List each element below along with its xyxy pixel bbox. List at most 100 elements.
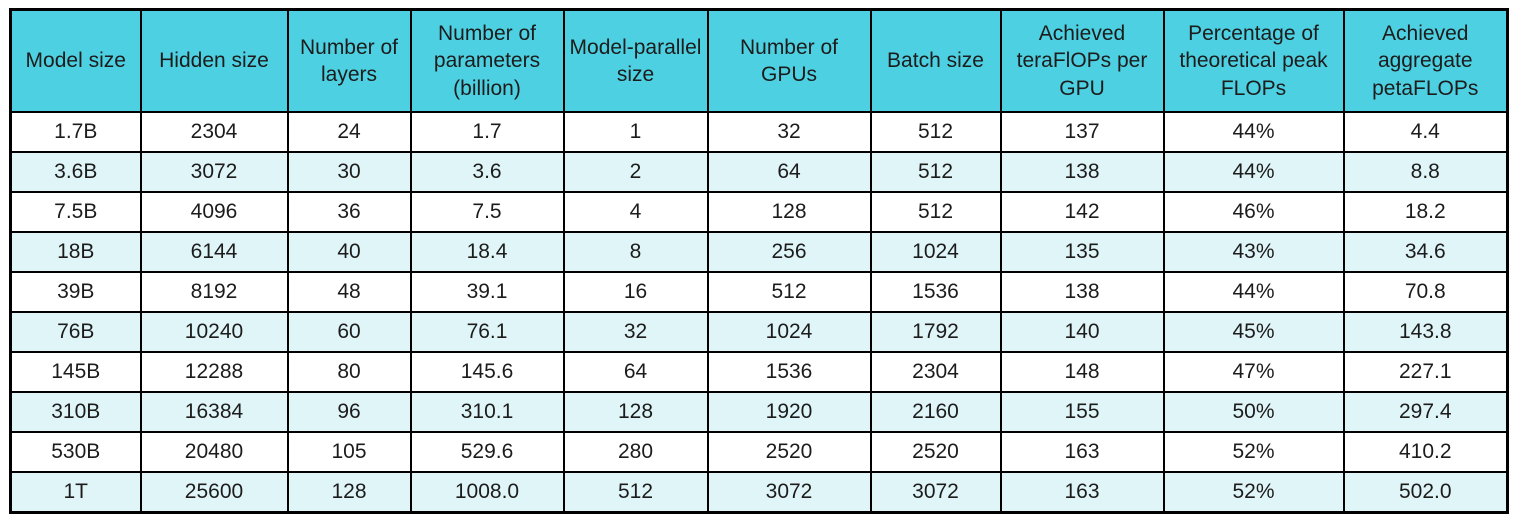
table-cell: 297.4 [1342,391,1509,433]
table-cell: 44% [1162,111,1345,153]
table-cell: 30 [286,151,412,193]
table-cell: 43% [1162,231,1345,273]
table-cell: 310B [9,391,142,433]
table-cell: 3072 [706,471,872,514]
column-header-batch-size: Batch size [869,8,1002,113]
table-cell: 128 [706,191,872,233]
table-row-1t: 1T 25600 128 1008.0 512 3072 3072 163 52% 502.0 [9,471,1509,514]
table-cell: 32 [706,111,872,153]
table-cell: 105 [286,431,412,473]
table-row-39b: 39B 8192 48 39.1 16 512 1536 138 44% 70.8 [9,271,1509,313]
table-row-7-5b: 7.5B 4096 36 7.5 4 128 512 142 46% 18.2 [9,191,1509,233]
table-cell: 3072 [869,471,1002,514]
table-cell: 135 [999,231,1165,273]
table-row-530b: 530B 20480 105 529.6 280 2520 2520 163 52% 410.2 [9,431,1509,473]
table-cell: 2304 [869,351,1002,393]
table-cell: 7.5 [409,191,565,233]
table-cell: 10240 [139,311,289,353]
table-cell: 512 [869,191,1002,233]
table-cell: 163 [999,471,1165,514]
table-cell: 76B [9,311,142,353]
column-header-percentage-of-theoretical-peak-flops: Percentage of theoretical peak FLOPs [1162,8,1345,113]
table-cell: 20480 [139,431,289,473]
table-cell: 12288 [139,351,289,393]
table-cell: 1792 [869,311,1002,353]
table-cell: 2304 [139,111,289,153]
column-header-achieved-teraflops-per-gpu: Achieved teraFlOPs per GPU [999,8,1165,113]
table-cell: 52% [1162,471,1345,514]
column-header-number-of-layers: Number of layers [286,8,412,113]
column-header-model-parallel-size: Model-parallel size [562,8,709,113]
table-cell: 310.1 [409,391,565,433]
table-cell: 2520 [706,431,872,473]
table-cell: 6144 [139,231,289,273]
table-cell: 8 [562,231,709,273]
table-cell: 143.8 [1342,311,1509,353]
table-cell: 1536 [706,351,872,393]
table-cell: 137 [999,111,1165,153]
table-row-76b: 76B 10240 60 76.1 32 1024 1792 140 45% 143.8 [9,311,1509,353]
table-cell: 140 [999,311,1165,353]
table-cell: 44% [1162,271,1345,313]
table-cell: 280 [562,431,709,473]
table-cell: 44% [1162,151,1345,193]
table-cell: 70.8 [1342,271,1509,313]
table-cell: 48 [286,271,412,313]
table-cell: 227.1 [1342,351,1509,393]
table-cell: 39B [9,271,142,313]
column-header-achieved-aggregate-petaflops: Achieved aggregate petaFLOPs [1342,8,1509,113]
table-cell: 1.7B [9,111,142,153]
table-cell: 64 [562,351,709,393]
table-cell: 34.6 [1342,231,1509,273]
table-cell: 1536 [869,271,1002,313]
table-cell: 128 [286,471,412,514]
table-cell: 46% [1162,191,1345,233]
table-cell: 142 [999,191,1165,233]
table-cell: 4096 [139,191,289,233]
table-cell: 36 [286,191,412,233]
table-cell: 163 [999,431,1165,473]
table-cell: 128 [562,391,709,433]
table-cell: 39.1 [409,271,565,313]
column-header-number-of-parameters-billion: Number of parameters (billion) [409,8,565,113]
column-header-model-size: Model size [9,8,142,113]
column-header-hidden-size: Hidden size [139,8,289,113]
table-cell: 32 [562,311,709,353]
table-cell: 52% [1162,431,1345,473]
table-cell: 18.4 [409,231,565,273]
table-cell: 1008.0 [409,471,565,514]
table-cell: 2 [562,151,709,193]
table-cell: 512 [562,471,709,514]
table-body: 1.7B 2304 24 1.7 1 32 512 137 44% 4.4 3.6B 3072 30 3.… [9,111,1509,514]
table-cell: 3.6B [9,151,142,193]
table-cell: 16384 [139,391,289,433]
table-cell: 7.5B [9,191,142,233]
table-row-1-7b: 1.7B 2304 24 1.7 1 32 512 137 44% 4.4 [9,111,1509,153]
header-row: Model size Hidden size Number of layers Num… [9,8,1509,113]
table-cell: 45% [1162,311,1345,353]
column-header-number-of-gpus: Number of GPUs [706,8,872,113]
table-cell: 1 [562,111,709,153]
table-row-145b: 145B 12288 80 145.6 64 1536 2304 148 47% 227.1 [9,351,1509,393]
table-cell: 76.1 [409,311,565,353]
table-cell: 96 [286,391,412,433]
table-cell: 47% [1162,351,1345,393]
table-row-310b: 310B 16384 96 310.1 128 1920 2160 155 50% 297.4 [9,391,1509,433]
table-cell: 25600 [139,471,289,514]
table-cell: 145.6 [409,351,565,393]
table-cell: 502.0 [1342,471,1509,514]
table-cell: 512 [706,271,872,313]
table-cell: 2160 [869,391,1002,433]
table-cell: 512 [869,111,1002,153]
table-cell: 3.6 [409,151,565,193]
table-container: Model size Hidden size Number of layers Num… [9,8,1509,514]
table-cell: 16 [562,271,709,313]
table-row-18b: 18B 6144 40 18.4 8 256 1024 135 43% 34.6 [9,231,1509,273]
table-cell: 138 [999,151,1165,193]
table-cell: 256 [706,231,872,273]
table-cell: 24 [286,111,412,153]
table-cell: 1920 [706,391,872,433]
table-cell: 60 [286,311,412,353]
table-cell: 18B [9,231,142,273]
table-cell: 3072 [139,151,289,193]
